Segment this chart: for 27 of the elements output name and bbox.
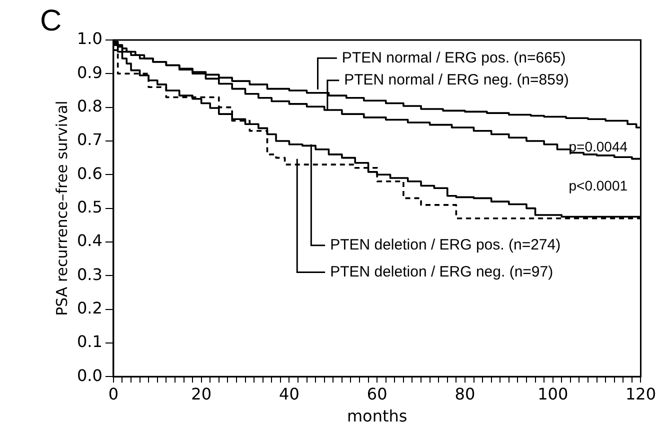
y-tick-label: 0.5 [76, 197, 102, 216]
y-tick-label: 1.0 [76, 29, 102, 48]
x-tick-label: 120 [625, 384, 656, 404]
text: PTEN deletion / ERG neg. (n=97) [330, 263, 554, 280]
x-tick-label: 0 [108, 384, 119, 404]
x-tick-label: 40 [279, 384, 300, 404]
y-tick-label: 0.4 [76, 231, 102, 250]
y-tick-label: 0.3 [76, 264, 102, 284]
x-axis-title: months [346, 406, 408, 426]
annotation: p<0.0001 [568, 177, 628, 194]
x-tick-label: 80 [454, 384, 476, 404]
x-tick-label: 20 [191, 384, 212, 404]
x-tick-label: 60 [366, 384, 388, 404]
series-label: PTEN deletion / ERG pos. (n=274) [330, 236, 561, 254]
y-tick-label: 0.8 [76, 96, 102, 116]
y-tick-label: 0.1 [76, 332, 102, 352]
y-axis-title: PSA recurrence–free survival [52, 100, 71, 316]
y-tick-label: 0.9 [76, 62, 102, 82]
x-tick-label: 100 [538, 384, 568, 404]
legend-label: PTEN normal / ERG neg. (n=859) [344, 72, 569, 89]
text: C [40, 4, 62, 38]
y-tick-label: 0.7 [76, 130, 102, 150]
annotation: p=0.0044 [568, 138, 628, 155]
y-tick-label: 0.6 [76, 164, 102, 183]
y-tick-label: 0.2 [76, 298, 102, 318]
series-label: PTEN normal / ERG pos. (n=665) [342, 49, 566, 66]
y-tick-label: 0.0 [76, 366, 102, 385]
